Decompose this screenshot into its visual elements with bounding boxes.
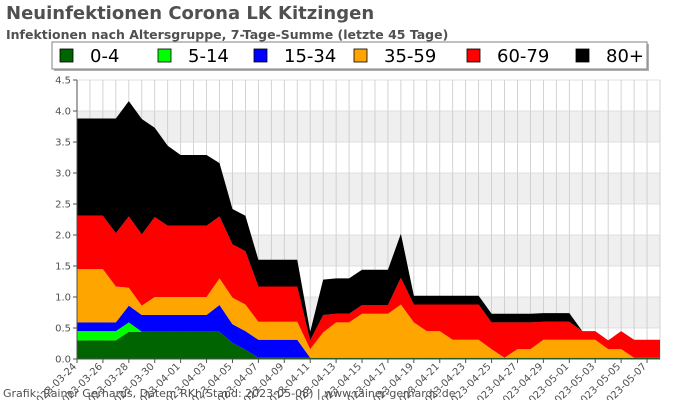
plot-areas xyxy=(77,101,660,359)
legend-label-60-79: 60-79 xyxy=(497,46,549,67)
legend-label-0-4: 0-4 xyxy=(90,46,119,67)
chart-credit: Grafik: Rainer Gerhards, Daten: RKI (Sta… xyxy=(3,387,456,400)
legend-swatch-60-79 xyxy=(466,48,481,63)
plot-axes xyxy=(76,80,660,360)
legend-swatch-35-59 xyxy=(353,48,368,63)
legend-label-5-14: 5-14 xyxy=(188,46,229,67)
y-tick-label: 4.5 xyxy=(55,76,71,87)
legend-label-35-59: 35-59 xyxy=(384,46,436,67)
y-tick-label: 0.0 xyxy=(55,355,71,366)
legend-swatch-80+ xyxy=(575,48,590,63)
y-tick-labels: 0.0 0.5 1.0 1.5 2.0 2.5 3.0 3.5 4.0 4.5 xyxy=(55,76,77,366)
legend: 0-4 5-14 15-34 35-59 60-79 80+ xyxy=(51,41,649,71)
y-tick-label: 3.5 xyxy=(55,138,71,149)
legend-box xyxy=(51,41,648,70)
plot-band xyxy=(77,111,660,142)
legend-label-80+: 80+ xyxy=(606,46,644,67)
y-tick-label: 2.5 xyxy=(55,200,71,211)
chart-subtitle: Infektionen nach Altersgruppe, 7-Tage-Su… xyxy=(6,27,448,42)
y-tick-label: 1.0 xyxy=(55,293,71,304)
legend-swatch-5-14 xyxy=(157,48,172,63)
area-series-80+ xyxy=(77,101,660,341)
chart-title: Neuinfektionen Corona LK Kitzingen xyxy=(6,3,374,24)
area-series-0-4 xyxy=(77,331,660,359)
legend-swatch-0-4 xyxy=(59,48,74,63)
area-series-15-34 xyxy=(77,305,660,358)
area-series-35-59 xyxy=(77,269,660,358)
legend-swatch-15-34 xyxy=(253,48,268,63)
y-tick-label: 3.0 xyxy=(55,169,71,180)
y-tick-label: 1.5 xyxy=(55,262,71,273)
y-tick-label: 2.0 xyxy=(55,231,71,242)
y-tick-label: 4.0 xyxy=(55,107,71,118)
y-tick-label: 0.5 xyxy=(55,324,71,335)
legend-label-15-34: 15-34 xyxy=(284,46,336,67)
area-series-60-79 xyxy=(77,215,660,358)
